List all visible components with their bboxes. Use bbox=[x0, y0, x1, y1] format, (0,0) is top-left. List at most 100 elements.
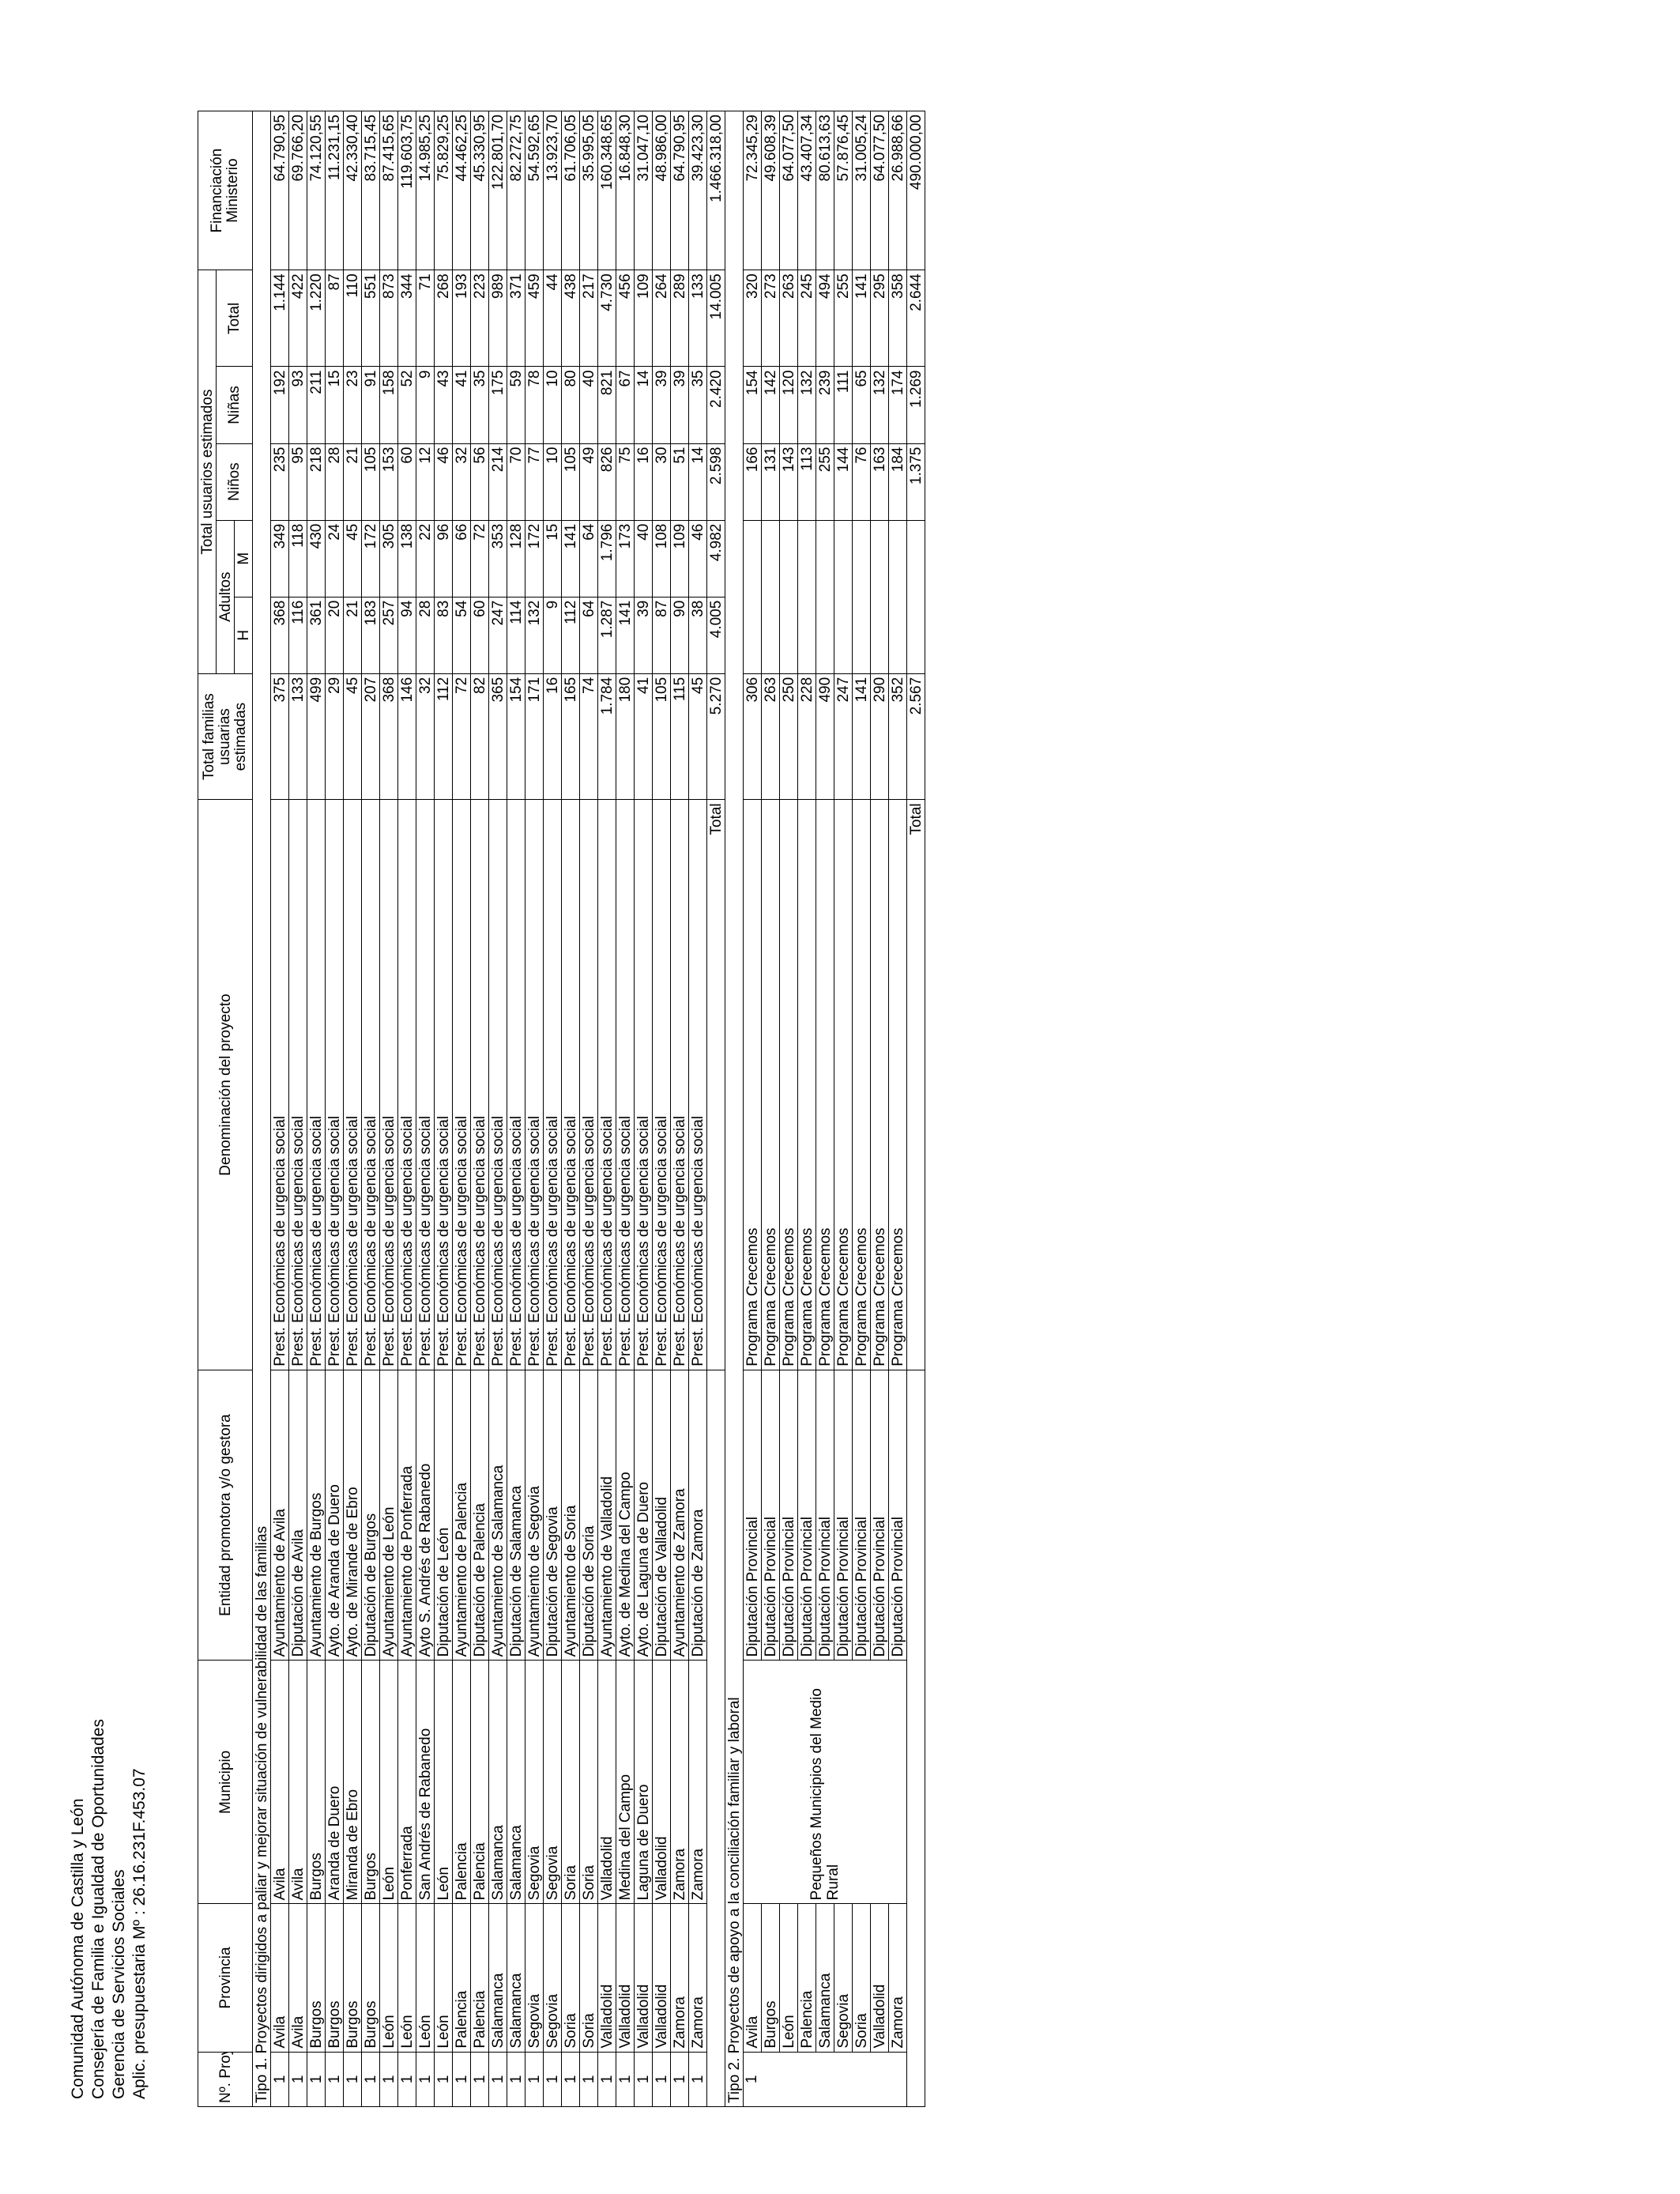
adultos-empty-cell bbox=[779, 520, 798, 674]
table-row: 1 Valladolid Laguna de Duero Ayto. de Lagun… bbox=[634, 111, 653, 2107]
municipio-cell: Pequeños Municipios del Medio Rural bbox=[743, 1660, 907, 1904]
familias-cell: 375 bbox=[270, 673, 289, 800]
table-row: 1 Soria Soria Diputación de Soria Prest. Eco… bbox=[579, 111, 598, 2107]
denominacion-cell: Programa Crecemos bbox=[888, 799, 907, 1370]
m-cell: 128 bbox=[507, 520, 525, 598]
total-financiacion: 490.000,00 bbox=[906, 111, 925, 270]
total-cell: 494 bbox=[816, 270, 834, 367]
h-cell: 1.287 bbox=[597, 597, 616, 674]
h-cell: 9 bbox=[543, 597, 562, 674]
familias-cell: 365 bbox=[488, 673, 507, 800]
ninos-cell: 60 bbox=[397, 443, 416, 521]
table-row: 1 Burgos Burgos Diputación de Burgos Prest. … bbox=[361, 111, 380, 2107]
m-cell: 72 bbox=[470, 520, 489, 598]
ninos-cell: 12 bbox=[416, 443, 435, 521]
table-row: 1 Segovia Segovia Ayuntamiento de Segovia Pr… bbox=[525, 111, 544, 2107]
h-cell: 114 bbox=[507, 597, 525, 674]
ninas-cell: 65 bbox=[852, 366, 871, 444]
provincia-cell: Burgos bbox=[325, 1903, 344, 2053]
municipio-cell: Aranda de Duero bbox=[325, 1660, 344, 1904]
provincia-cell: León bbox=[434, 1903, 453, 2053]
total-cell: 109 bbox=[634, 270, 653, 367]
denominacion-cell: Prest. Económicas de urgencia social bbox=[616, 799, 635, 1370]
ninos-cell: 49 bbox=[579, 443, 598, 521]
ninos-cell: 255 bbox=[816, 443, 834, 521]
ninos-cell: 166 bbox=[743, 443, 762, 521]
total-ninas: 2.420 bbox=[706, 366, 725, 444]
m-cell: 96 bbox=[434, 520, 453, 598]
adultos-empty-cell bbox=[888, 520, 907, 674]
entidad-cell: Ayto. de Mirande de Ebro bbox=[343, 1370, 362, 1661]
ninas-cell: 158 bbox=[379, 366, 398, 444]
financiacion-cell: 83.715,45 bbox=[361, 111, 380, 270]
ninos-cell: 75 bbox=[616, 443, 635, 521]
h-cell: 94 bbox=[397, 597, 416, 674]
proy-num-cell: 1 bbox=[597, 2052, 616, 2107]
municipio-cell: Avila bbox=[288, 1660, 307, 1904]
header-line: Comunidad Autónoma de Castilla y León bbox=[69, 1798, 87, 2099]
ninas-cell: 211 bbox=[307, 366, 326, 444]
proy-num-cell: 1 bbox=[343, 2052, 362, 2107]
ninas-cell: 35 bbox=[688, 366, 707, 444]
denominacion-cell: Programa Crecemos bbox=[816, 799, 834, 1370]
total-ninos: 2.598 bbox=[706, 443, 725, 521]
blank-cell bbox=[706, 1370, 725, 2107]
denominacion-cell: Programa Crecemos bbox=[834, 799, 853, 1370]
h-cell: 21 bbox=[343, 597, 362, 674]
proy-num-cell: 1 bbox=[361, 2052, 380, 2107]
header-line: Consejería de Familia e Igualdad de Opor… bbox=[89, 1719, 107, 2099]
m-cell: 1.796 bbox=[597, 520, 616, 598]
table-row: 1 Segovia Segovia Diputación de Segovia Pres… bbox=[543, 111, 562, 2107]
total-cell: 133 bbox=[688, 270, 707, 367]
familias-cell: 141 bbox=[852, 673, 871, 800]
entidad-cell: Ayuntamiento de Salamanca bbox=[488, 1370, 507, 1661]
total-cell: 264 bbox=[652, 270, 671, 367]
total-cell: 1.220 bbox=[307, 270, 326, 367]
provincia-cell: León bbox=[779, 1903, 798, 2053]
m-cell: 118 bbox=[288, 520, 307, 598]
table-row: 1 Avila Avila Ayuntamiento de Avila Prest. E… bbox=[270, 111, 289, 2107]
ninos-cell: 28 bbox=[325, 443, 344, 521]
h-cell: 116 bbox=[288, 597, 307, 674]
ninas-cell: 14 bbox=[634, 366, 653, 444]
financiacion-cell: 64.790,95 bbox=[270, 111, 289, 270]
financiacion-cell: 64.077,50 bbox=[779, 111, 798, 270]
ninos-cell: 143 bbox=[779, 443, 798, 521]
tipo1-total-row: Total 5.270 4.005 4.982 2.598 2.420 14.005 1.46… bbox=[706, 111, 725, 2107]
entidad-cell: Diputación de Segovia bbox=[543, 1370, 562, 1661]
ninas-cell: 154 bbox=[743, 366, 762, 444]
entidad-cell: Diputación de Zamora bbox=[688, 1370, 707, 1661]
ninos-cell: 113 bbox=[797, 443, 816, 521]
total-cell: 320 bbox=[743, 270, 762, 367]
entidad-cell: Ayuntamiento de Zamora bbox=[670, 1370, 689, 1661]
provincia-cell: Burgos bbox=[343, 1903, 362, 2053]
familias-cell: 306 bbox=[743, 673, 762, 800]
financiacion-cell: 43.407,34 bbox=[797, 111, 816, 270]
municipio-cell: Soria bbox=[561, 1660, 580, 1904]
municipio-cell: León bbox=[379, 1660, 398, 1904]
tipo1-title: Tipo 1. Proyectos dirigidos a paliar y m… bbox=[252, 111, 271, 2107]
ninos-cell: 214 bbox=[488, 443, 507, 521]
ninos-cell: 144 bbox=[834, 443, 853, 521]
ninas-cell: 111 bbox=[834, 366, 853, 444]
ninos-cell: 16 bbox=[634, 443, 653, 521]
municipio-cell: Ponferrada bbox=[397, 1660, 416, 1904]
denominacion-cell: Programa Crecemos bbox=[870, 799, 889, 1370]
m-cell: 141 bbox=[561, 520, 580, 598]
familias-cell: 499 bbox=[307, 673, 326, 800]
ninas-cell: 67 bbox=[616, 366, 635, 444]
total-cell: 358 bbox=[888, 270, 907, 367]
ninas-cell: 23 bbox=[343, 366, 362, 444]
proy-num-cell: 1 bbox=[634, 2052, 653, 2107]
provincia-cell: Valladolid bbox=[652, 1903, 671, 2053]
col-provincia: Provincia bbox=[198, 1903, 253, 2053]
denominacion-cell: Prest. Económicas de urgencia social bbox=[325, 799, 344, 1370]
denominacion-cell: Prest. Económicas de urgencia social bbox=[452, 799, 471, 1370]
adultos-empty-cell bbox=[834, 520, 853, 674]
provincia-cell: Burgos bbox=[761, 1903, 780, 2053]
m-cell: 24 bbox=[325, 520, 344, 598]
h-cell: 60 bbox=[470, 597, 489, 674]
m-cell: 108 bbox=[652, 520, 671, 598]
financiacion-cell: 14.985,25 bbox=[416, 111, 435, 270]
col-financiacion: Financiación Ministerio bbox=[198, 111, 253, 270]
